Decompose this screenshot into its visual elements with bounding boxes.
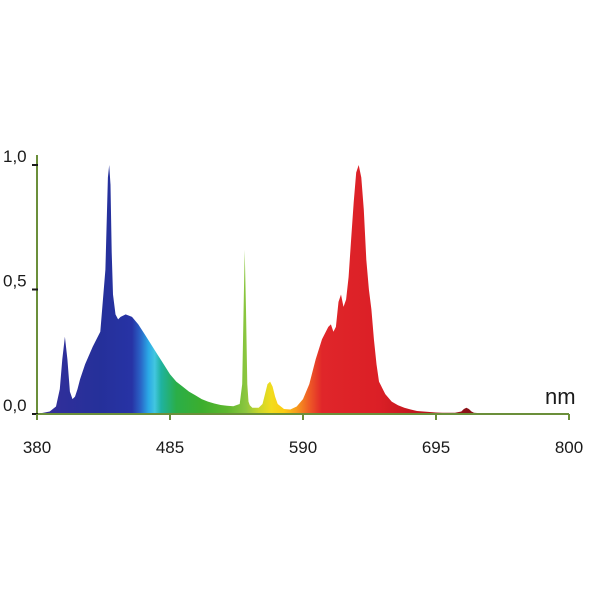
x-tick-label: 485: [156, 438, 184, 457]
spectrum-area: [37, 165, 569, 414]
axes: [32, 155, 570, 420]
x-tick-label: 800: [555, 438, 583, 457]
axis-labels: 0,0 0,5 1,0 380 485 590 695 800: [3, 147, 583, 457]
y-tick-label: 1,0: [3, 147, 27, 166]
y-tick-label: 0,0: [3, 396, 27, 415]
plot-area: [37, 165, 569, 414]
x-axis-unit-label: nm: [545, 384, 576, 409]
x-tick-label: 380: [23, 438, 51, 457]
x-tick-label: 695: [422, 438, 450, 457]
x-tick-label: 590: [289, 438, 317, 457]
y-tick-label: 0,5: [3, 272, 27, 291]
